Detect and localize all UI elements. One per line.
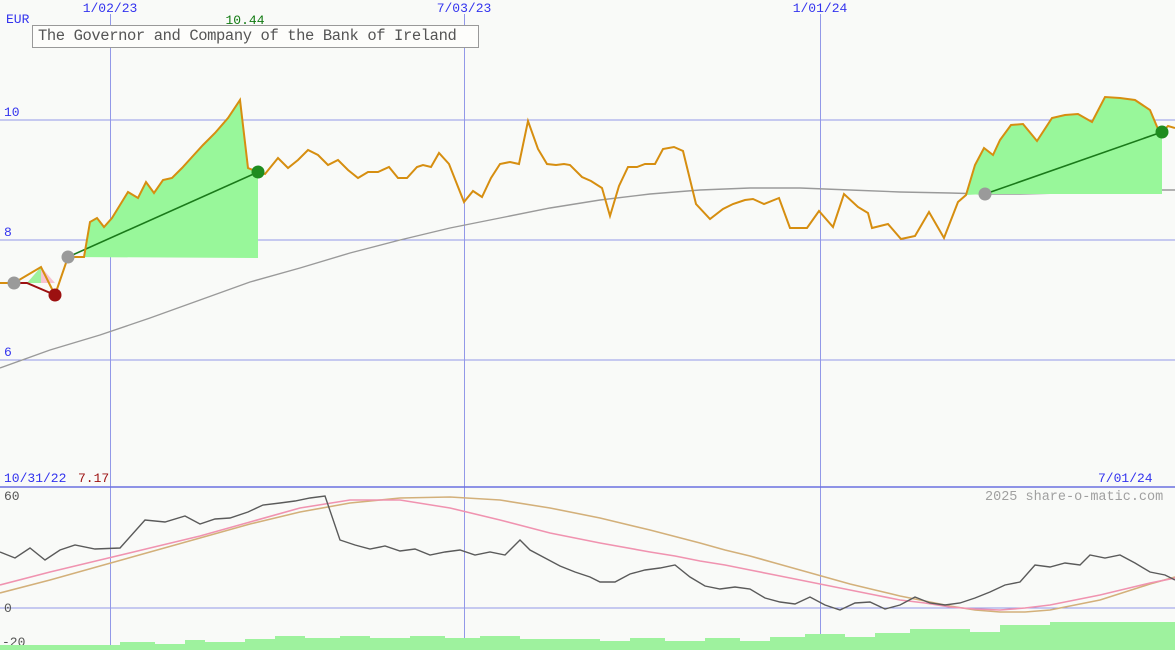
svg-text:1/01/24: 1/01/24 <box>793 1 848 16</box>
svg-text:10/31/22: 10/31/22 <box>4 471 66 486</box>
svg-text:7/03/23: 7/03/23 <box>437 1 492 16</box>
svg-text:7/01/24: 7/01/24 <box>1098 471 1153 486</box>
svg-text:8: 8 <box>4 225 12 240</box>
svg-text:0: 0 <box>4 601 12 616</box>
svg-text:EUR: EUR <box>6 12 30 27</box>
svg-text:2025 share-o-matic.com: 2025 share-o-matic.com <box>985 490 1163 505</box>
svg-text:6: 6 <box>4 345 12 360</box>
svg-text:10: 10 <box>4 105 20 120</box>
svg-text:60: 60 <box>4 489 20 504</box>
svg-text:1/02/23: 1/02/23 <box>83 1 138 16</box>
svg-text:7.17: 7.17 <box>78 471 109 486</box>
